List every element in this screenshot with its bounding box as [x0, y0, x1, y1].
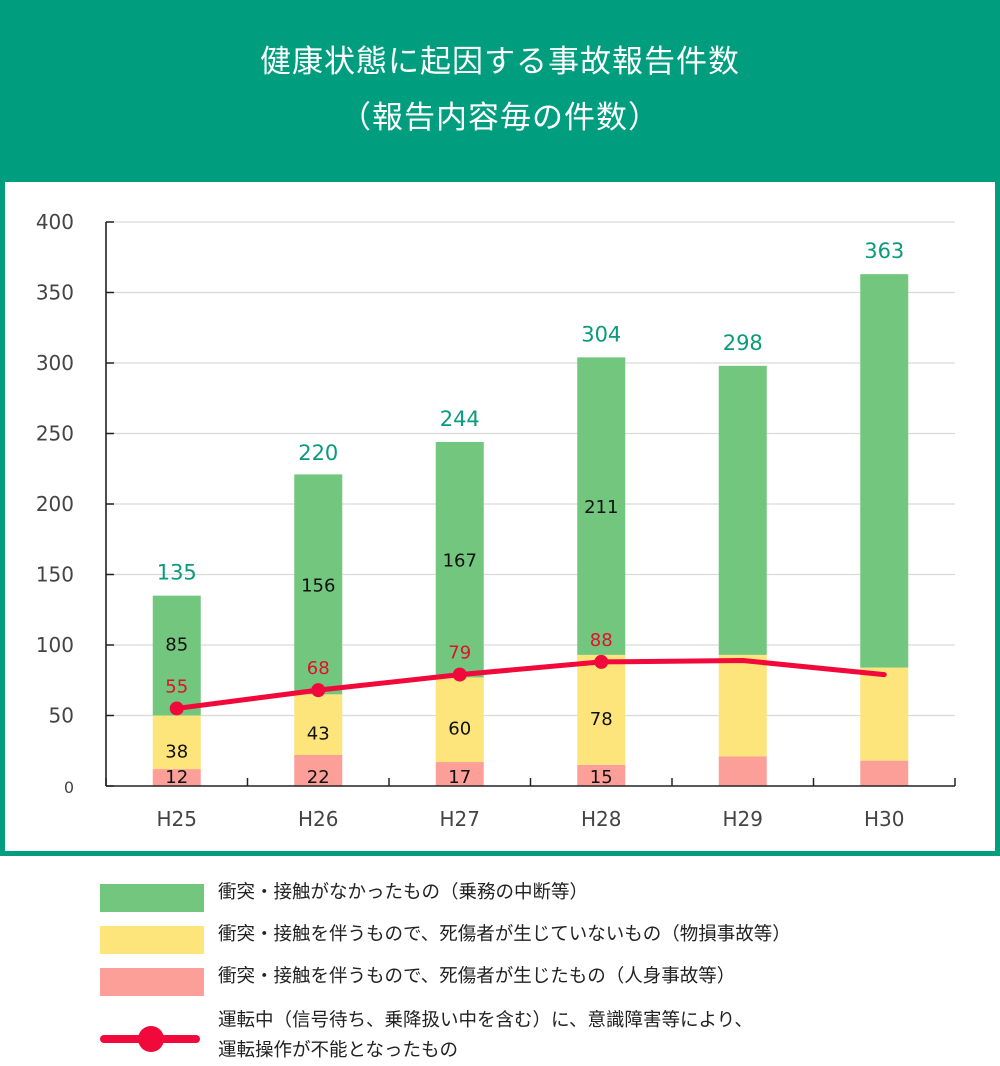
legend-label-incapacitated-line2: 運転操作が不能となったもの: [218, 1040, 458, 1061]
bar-segment-pink: [577, 764, 626, 786]
bar-segment-yellow: [294, 694, 343, 755]
bar-total-label: 135: [157, 561, 197, 585]
y-tick-label: 50: [49, 704, 74, 728]
bar-value-label: 22: [307, 767, 330, 788]
bar-segment-green: [577, 357, 626, 655]
line-value-label: 79: [448, 643, 471, 664]
x-tick-label: H27: [440, 807, 481, 831]
legend-label-incapacitated-line1: 運転中（信号待ち、乗降扱い中を含む）に、意識障害等により、: [218, 1010, 753, 1031]
bar-segment-pink: [860, 760, 909, 786]
x-tick-label: H26: [298, 807, 339, 831]
x-tick-label: H28: [581, 807, 622, 831]
bar-segment-green: [718, 365, 767, 655]
bar-value-label: 85: [165, 635, 188, 656]
bar-segment-pink: [718, 756, 767, 786]
legend-swatch-pink: [100, 968, 204, 996]
chart-header: 健康状態に起因する事故報告件数 （報告内容毎の件数）: [0, 0, 1000, 182]
bar-value-label: 15: [590, 767, 613, 788]
chart-title: 健康状態に起因する事故報告件数: [260, 44, 740, 80]
legend-swatch-green: [100, 884, 204, 912]
legend-label-property-damage: 衝突・接触を伴うもので、死傷者が生じていないもの（物損事故等）: [218, 924, 791, 945]
bar-value-label: 78: [590, 709, 613, 730]
bar-value-label: 12: [165, 767, 188, 788]
y-tick-label: 350: [36, 281, 74, 305]
bar-value-label: 167: [443, 551, 477, 572]
line-point: [594, 654, 609, 669]
bar-segment-yellow: [435, 677, 484, 763]
bar-total-label: 298: [723, 331, 763, 355]
x-tick-label: H29: [723, 807, 764, 831]
bar-segment-yellow: [152, 715, 201, 770]
y-tick-label: 200: [36, 492, 74, 516]
x-tick-label: H30: [864, 807, 905, 831]
y-tick-label: 150: [36, 563, 74, 587]
bar-segment-pink: [435, 762, 484, 786]
bar-segment-pink: [152, 769, 201, 786]
line-value-label: 88: [590, 630, 613, 651]
y-tick-label: 250: [36, 422, 74, 446]
bar-segment-green: [435, 441, 484, 678]
y-tick-label: 300: [36, 351, 74, 375]
bar-segment-yellow: [718, 654, 767, 757]
bar-segment-green: [294, 474, 343, 695]
legend-dot-marker: [138, 1026, 164, 1052]
legend-label-injury: 衝突・接触を伴うもので、死傷者が生じたもの（人身事故等）: [218, 966, 736, 987]
line-value-label: 68: [307, 658, 330, 679]
bar-segment-green: [860, 274, 909, 668]
bar-value-label: 17: [448, 767, 471, 788]
bar-value-label: 60: [448, 719, 471, 740]
line-point: [452, 667, 467, 682]
bar-value-label: 156: [301, 575, 335, 596]
line-point: [169, 701, 184, 716]
stacked-bar-chart: 0501001502002503003504001238851352243156…: [36, 210, 956, 831]
bar-segment-yellow: [860, 667, 909, 761]
bar-total-label: 363: [864, 239, 904, 263]
bar-segment-yellow: [577, 654, 626, 765]
bar-total-label: 304: [581, 322, 621, 346]
y-tick-label: 100: [36, 633, 74, 657]
y-tick-label: 400: [36, 210, 74, 234]
bar-value-label: 211: [584, 497, 618, 518]
bar-segment-green: [152, 595, 201, 716]
bar-segment-pink: [294, 754, 343, 786]
legend-label-no-collision: 衝突・接触がなかったもの（乗務の中断等）: [218, 882, 589, 903]
chart-subtitle: （報告内容毎の件数）: [340, 100, 660, 136]
x-tick-label: H25: [157, 807, 198, 831]
bar-total-label: 244: [440, 407, 480, 431]
y-tick-label: 0: [64, 778, 74, 797]
bar-total-label: 220: [298, 441, 338, 465]
bar-value-label: 38: [165, 741, 188, 762]
line-value-label: 55: [165, 676, 188, 697]
bar-value-label: 43: [307, 724, 330, 745]
line-point: [311, 683, 326, 698]
legend-swatch-yellow: [100, 926, 204, 954]
line-series: [174, 658, 887, 711]
